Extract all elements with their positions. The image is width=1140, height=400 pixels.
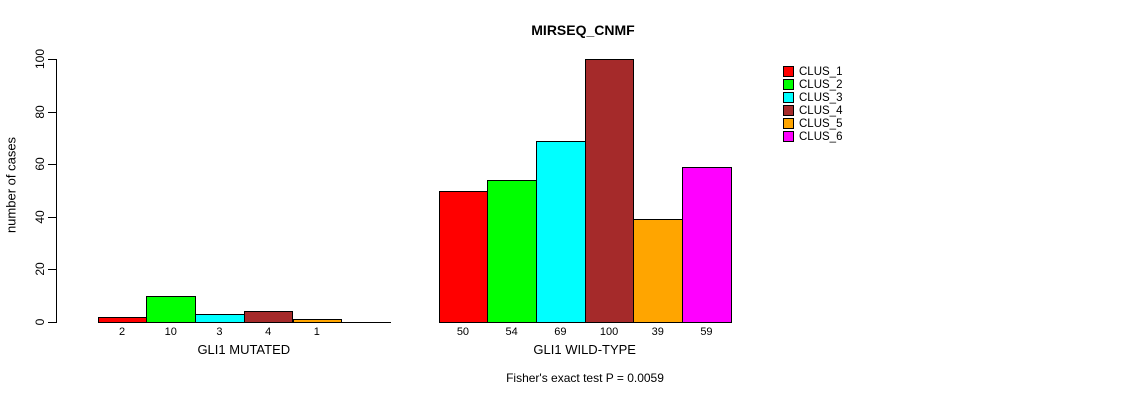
y-axis-tick [48,269,56,271]
bar-clus_2-group2 [487,179,537,323]
legend-label: CLUS_5 [799,118,843,130]
y-axis-line [56,59,57,323]
legend-label: CLUS_3 [799,92,843,104]
bar-value-label: 50 [456,326,470,338]
bar-clus_2-group1 [146,295,197,323]
group-label-1: GLI1 MUTATED [197,342,291,357]
bar-clus_1-group1 [97,316,148,323]
legend-item: CLUS_1 [783,66,873,79]
y-axis-tick [48,111,56,113]
legend-swatch-clus_2 [783,79,794,90]
legend-item: CLUS_6 [783,131,873,144]
legend-label: CLUS_2 [799,79,843,91]
bar-clus_5-group1 [292,319,343,323]
bar-clus_4-group2 [584,59,635,323]
bar-clus_1-group2 [438,190,489,323]
bar-value-label: 4 [265,326,272,338]
bar-clus_5-group2 [633,219,684,323]
group-label-2: GLI1 WILD-TYPE [533,342,636,357]
y-axis-tick-label: 100 [33,48,47,70]
bar-value-label: 39 [651,326,664,338]
bar-value-label: 69 [554,326,567,338]
bar-value-label: 59 [700,326,713,338]
legend-label: CLUS_1 [799,66,843,78]
chart-title: MIRSEQ_CNMF [531,22,635,38]
bar-clus_4-group1 [243,311,294,323]
y-axis-label: number of cases [3,136,19,234]
y-axis-tick-label: 20 [33,262,47,277]
y-axis-tick-label: 60 [33,157,47,171]
y-axis-tick-label: 0 [33,318,47,326]
y-axis-tick [48,322,56,323]
legend-label: CLUS_6 [799,131,843,143]
legend-item: CLUS_4 [783,105,873,118]
fisher-test-annotation: Fisher's exact test P = 0.0059 [506,371,664,385]
y-axis-tick [48,59,56,60]
legend-swatch-clus_3 [783,92,794,103]
legend-swatch-clus_6 [783,131,794,142]
y-axis-tick-label: 40 [33,210,47,224]
y-axis-tick [48,216,56,218]
bar-value-label: 3 [216,326,223,338]
y-axis-tick [48,164,56,166]
legend-item: CLUS_5 [783,118,873,131]
bar-value-label: 10 [164,326,177,338]
bar-value-label: 2 [118,326,126,338]
bar-clus_3-group2 [536,140,586,323]
legend-label: CLUS_4 [799,105,843,117]
bar-value-label: 100 [599,326,619,338]
y-axis-tick-label: 80 [33,104,47,119]
legend-swatch-clus_4 [783,105,794,116]
legend-item: CLUS_2 [783,79,873,92]
bar-clus_3-group1 [195,314,245,323]
legend-swatch-clus_5 [783,118,794,129]
bar-value-label: 54 [505,326,518,338]
bar-clus_6-group2 [682,166,732,323]
legend-swatch-clus_1 [783,66,794,77]
bar-value-label: 1 [313,326,320,338]
legend-item: CLUS_3 [783,92,873,105]
